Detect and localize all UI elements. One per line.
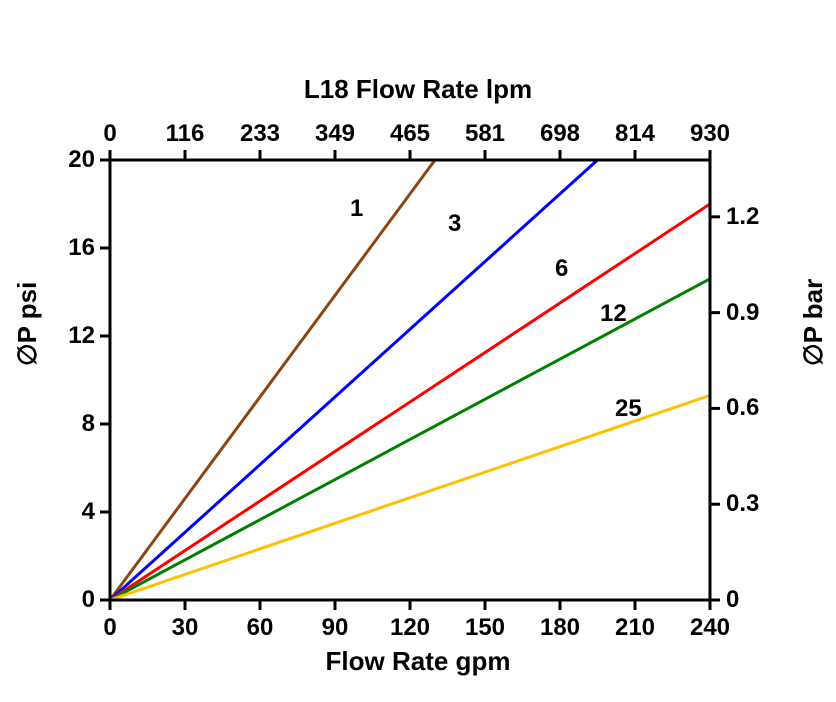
y-left-tick-16: 16 bbox=[55, 234, 95, 262]
x-bottom-tick-180: 180 bbox=[530, 614, 590, 642]
x-top-tick-349: 349 bbox=[300, 120, 370, 148]
x-bottom-tick-120: 120 bbox=[380, 614, 440, 642]
y-right-tick-0.3: 0.3 bbox=[726, 490, 776, 518]
series-line-1 bbox=[110, 160, 435, 600]
series-line-25 bbox=[110, 395, 710, 600]
series-label-25: 25 bbox=[615, 395, 642, 423]
x-top-tick-814: 814 bbox=[600, 120, 670, 148]
y-left-tick-12: 12 bbox=[55, 322, 95, 350]
y-left-tick-8: 8 bbox=[55, 410, 95, 438]
x-top-tick-581: 581 bbox=[450, 120, 520, 148]
chart-container: 0306090120150180210240011623334946558169… bbox=[0, 0, 836, 702]
y-right-tick-0.6: 0.6 bbox=[726, 394, 776, 422]
y-left-tick-0: 0 bbox=[55, 586, 95, 614]
x-bottom-tick-60: 60 bbox=[230, 614, 290, 642]
x-top-tick-465: 465 bbox=[375, 120, 445, 148]
title-left: ∅P psi bbox=[12, 282, 43, 366]
x-top-tick-698: 698 bbox=[525, 120, 595, 148]
y-right-tick-1.2: 1.2 bbox=[726, 203, 776, 231]
x-bottom-tick-0: 0 bbox=[80, 614, 140, 642]
x-top-tick-0: 0 bbox=[75, 120, 145, 148]
x-bottom-tick-210: 210 bbox=[605, 614, 665, 642]
series-line-3 bbox=[110, 160, 598, 600]
title-bottom: Flow Rate gpm bbox=[0, 646, 836, 677]
y-left-tick-20: 20 bbox=[55, 146, 95, 174]
series-label-12: 12 bbox=[600, 300, 627, 328]
x-bottom-tick-30: 30 bbox=[155, 614, 215, 642]
y-left-tick-4: 4 bbox=[55, 498, 95, 526]
x-top-tick-233: 233 bbox=[225, 120, 295, 148]
y-right-tick-0.9: 0.9 bbox=[726, 299, 776, 327]
series-label-1: 1 bbox=[350, 195, 363, 223]
series-label-6: 6 bbox=[555, 255, 568, 283]
x-top-tick-116: 116 bbox=[150, 120, 220, 148]
x-top-tick-930: 930 bbox=[675, 120, 745, 148]
x-bottom-tick-240: 240 bbox=[680, 614, 740, 642]
title-top: L18 Flow Rate lpm bbox=[0, 74, 836, 105]
chart-svg bbox=[0, 0, 836, 702]
x-bottom-tick-90: 90 bbox=[305, 614, 365, 642]
y-right-tick-0: 0 bbox=[726, 586, 776, 614]
title-right: ∅P bar bbox=[798, 279, 829, 366]
series-label-3: 3 bbox=[448, 210, 461, 238]
x-bottom-tick-150: 150 bbox=[455, 614, 515, 642]
